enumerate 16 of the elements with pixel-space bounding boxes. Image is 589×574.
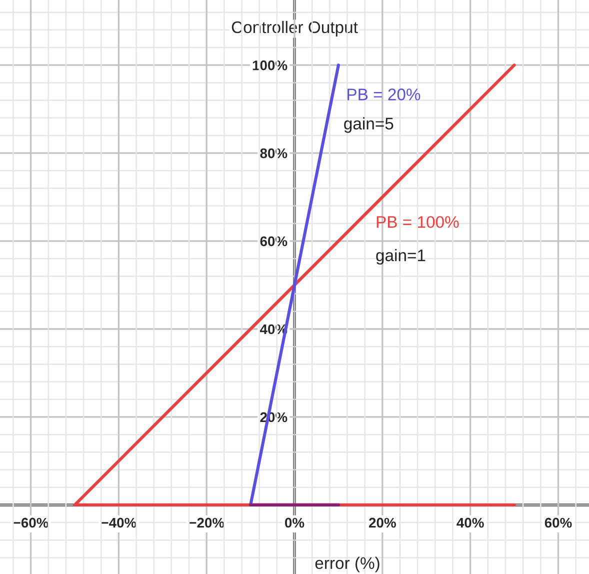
annotation: gain=1 (376, 249, 426, 265)
x-tick-label: −20% (189, 518, 224, 528)
x-tick-label: 60% (544, 518, 572, 528)
x-tick-label: 40% (456, 518, 484, 528)
x-tick-label: −40% (101, 518, 136, 528)
x-tick-label: 0% (285, 518, 304, 528)
x-tick-label: −60% (13, 518, 48, 528)
x-axis-title: error (%) (315, 556, 380, 572)
y-tick-label: 100% (252, 60, 288, 70)
series-label: PB = 20% (348, 88, 420, 100)
x-tick-label: 20% (368, 518, 396, 528)
y-axis-title: Controller Output (232, 20, 358, 36)
series-label: PB = 100% (376, 216, 459, 228)
annotation: gain=5 (344, 117, 394, 133)
y-tick-label: 80% (260, 148, 288, 158)
y-tick-label: 60% (260, 236, 288, 246)
